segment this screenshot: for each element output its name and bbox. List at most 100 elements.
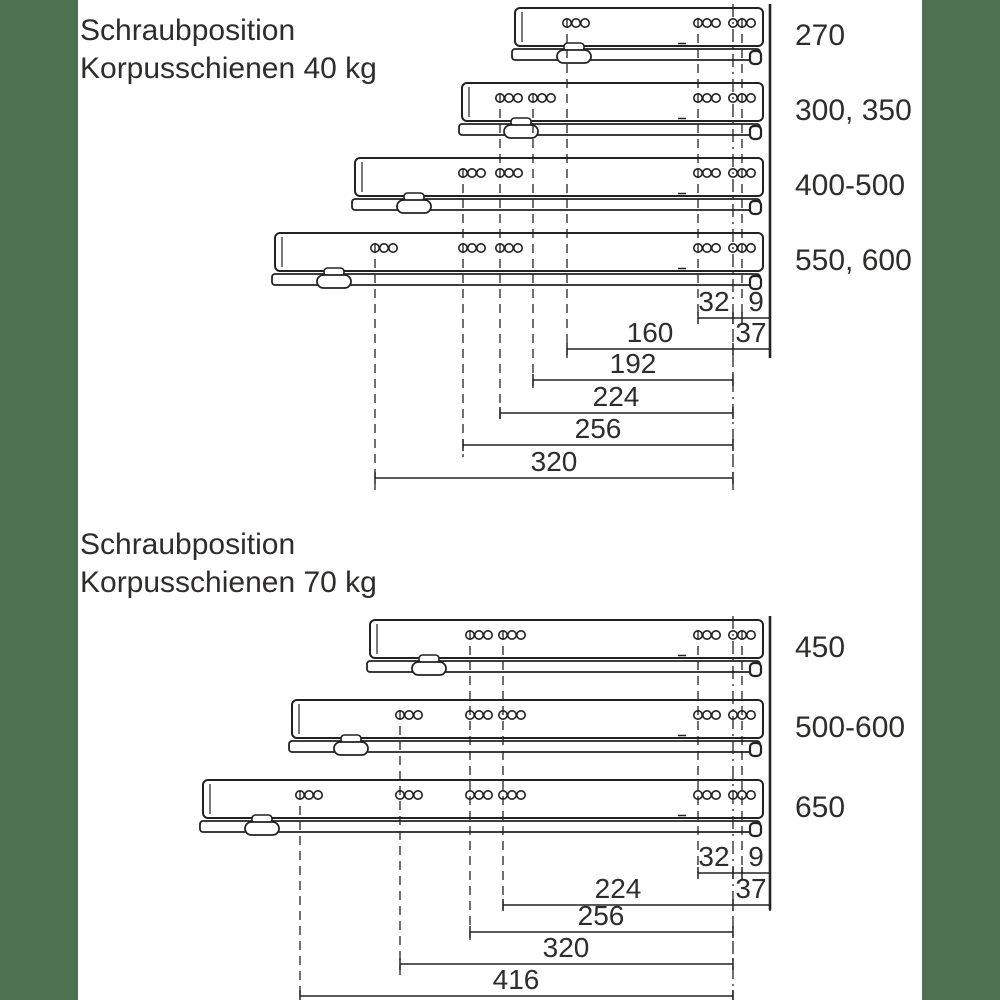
- screw-hole: [745, 168, 756, 179]
- dimension-label: 224: [595, 873, 642, 904]
- rail-latch: [396, 199, 432, 214]
- screw-hole: [506, 709, 517, 720]
- section-40kg-title-line2: Korpusschienen 40 kg: [80, 52, 377, 85]
- rail-bottom-flange: [199, 820, 761, 833]
- rail-length-label: 450: [795, 631, 845, 664]
- screw-hole: [473, 629, 484, 640]
- dimension-label: 224: [593, 381, 640, 412]
- screw-hole: [710, 168, 721, 179]
- dimension-label: 32: [698, 286, 729, 317]
- screw-hole: [473, 709, 484, 720]
- screw-hole: [515, 709, 526, 720]
- screw-hole: [503, 93, 514, 104]
- rail-rear-hook: [748, 821, 763, 838]
- screw-hole: [312, 789, 323, 800]
- screw-hole: [745, 789, 756, 800]
- screw-hole: [512, 243, 523, 254]
- rail-latch: [503, 124, 539, 139]
- rail-rear-hook: [748, 124, 763, 141]
- rail-length-label: 300, 350: [795, 94, 912, 127]
- rail-latch: [556, 49, 592, 64]
- rail-bottom-flange: [511, 48, 761, 61]
- screw-hole: [303, 789, 314, 800]
- screw-hole: [506, 789, 517, 800]
- screw-hole: [515, 789, 526, 800]
- dimension-label: 192: [610, 348, 657, 379]
- screw-hole: [745, 243, 756, 254]
- screw-hole: [701, 243, 712, 254]
- screw-hole: [403, 709, 414, 720]
- screw-hole: [701, 93, 712, 104]
- screw-hole: [701, 789, 712, 800]
- rail-body: [354, 157, 764, 197]
- screw-hole: [466, 168, 477, 179]
- dimension-label: 9: [748, 286, 764, 317]
- screw-hole: [710, 243, 721, 254]
- rail-latch: [316, 274, 352, 289]
- rail-body: [369, 619, 764, 659]
- rail-length-label: 400-500: [795, 169, 905, 202]
- rail-length-label: 650: [795, 791, 845, 824]
- screw-hole: [387, 243, 398, 254]
- dimension-label: 256: [578, 900, 625, 931]
- section-40kg-title-line1: Schraubposition: [80, 14, 296, 47]
- dimension-label: 256: [575, 413, 622, 444]
- screw-hole: [701, 168, 712, 179]
- screw-hole: [412, 789, 423, 800]
- screw-hole: [512, 93, 523, 104]
- dimension-label: 32: [698, 841, 729, 872]
- right-green-band: [922, 0, 1000, 1000]
- section-70kg-title-line2: Korpusschienen 70 kg: [80, 566, 377, 599]
- screw-hole: [403, 789, 414, 800]
- rail-rear-hook: [748, 49, 763, 66]
- screw-hole: [482, 629, 493, 640]
- screw-hole: [475, 168, 486, 179]
- rail-latch: [333, 741, 369, 756]
- screw-hole: [473, 789, 484, 800]
- screw-hole: [710, 789, 721, 800]
- screw-hole: [515, 629, 526, 640]
- screw-hole: [701, 629, 712, 640]
- rail-body: [461, 82, 764, 122]
- screw-hole: [745, 629, 756, 640]
- rail-length-label: 500-600: [795, 711, 905, 744]
- screw-hole: [503, 168, 514, 179]
- rail-rear-hook: [748, 274, 763, 291]
- rail-body: [291, 699, 764, 739]
- screw-hole: [412, 709, 423, 720]
- screw-hole: [482, 709, 493, 720]
- section-70kg-title-line1: Schraubposition: [80, 528, 296, 561]
- screw-hole: [503, 243, 514, 254]
- rail-body: [202, 779, 764, 819]
- left-green-band: [0, 0, 78, 1000]
- dimension-label: 416: [493, 964, 540, 995]
- rail-length-label: 550, 600: [795, 244, 912, 277]
- screw-hole: [579, 17, 590, 28]
- dimension-label: 320: [531, 446, 578, 477]
- screw-hole: [745, 93, 756, 104]
- screw-hole: [710, 17, 721, 28]
- rail-rear-hook: [748, 661, 763, 678]
- screw-hole: [536, 93, 547, 104]
- screw-hole: [745, 709, 756, 720]
- screw-hole: [475, 243, 486, 254]
- dimension-label: 37: [735, 317, 766, 348]
- screw-hole: [512, 168, 523, 179]
- dimension-label: 320: [543, 932, 590, 963]
- screw-hole: [466, 243, 477, 254]
- screw-hole: [570, 17, 581, 28]
- screw-hole: [701, 17, 712, 28]
- screw-hole: [710, 709, 721, 720]
- screw-hole: [745, 17, 756, 28]
- screw-hole: [482, 789, 493, 800]
- screw-hole: [710, 629, 721, 640]
- rail-rear-hook: [748, 199, 763, 216]
- rail-body: [514, 7, 764, 47]
- screw-hole: [378, 243, 389, 254]
- rail-rear-hook: [748, 741, 763, 758]
- screw-hole: [701, 709, 712, 720]
- dimension-label: 9: [748, 841, 764, 872]
- screw-hole: [710, 93, 721, 104]
